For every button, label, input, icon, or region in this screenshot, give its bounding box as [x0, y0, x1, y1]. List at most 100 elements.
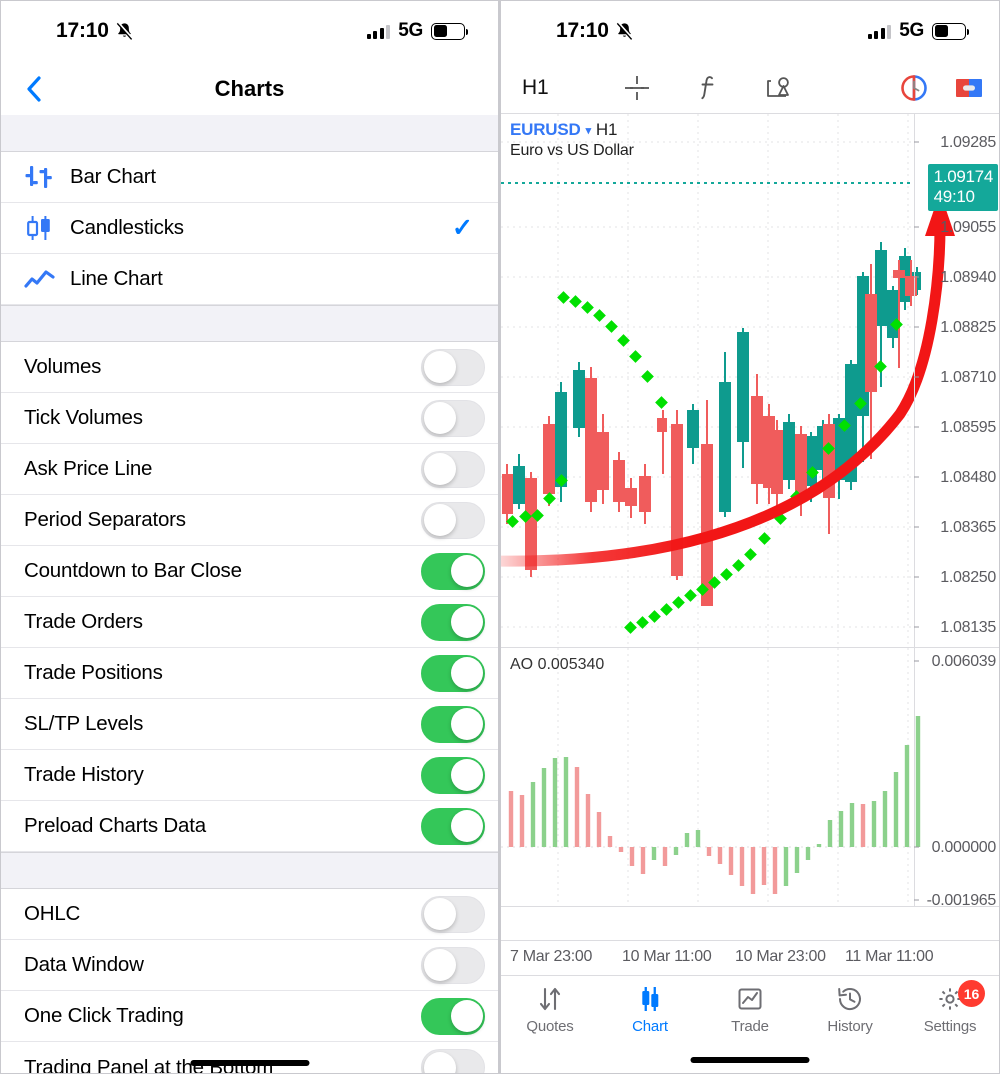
bottom-tab-bar: Quotes Chart	[500, 975, 1000, 1074]
time-tick-label: 10 Mar 23:00	[735, 948, 826, 965]
bar-close-countdown: 49:10	[933, 187, 975, 207]
row-trade-orders[interactable]: Trade Orders	[0, 597, 499, 648]
toggle-sltp-levels[interactable]	[421, 705, 485, 743]
tab-history[interactable]: History	[800, 984, 900, 1035]
row-sltp-levels[interactable]: SL/TP Levels	[0, 699, 499, 750]
section-gap-top	[0, 115, 499, 152]
row-trade-history[interactable]: Trade History	[0, 750, 499, 801]
tab-chart[interactable]: Chart	[600, 984, 700, 1035]
toggle-preload-charts-data[interactable]	[421, 807, 485, 845]
section-gap-2	[0, 852, 499, 889]
row-ask-price-line[interactable]: Ask Price Line	[0, 444, 499, 495]
chart-area[interactable]: EURUSD ▾ H1 Euro vs US Dollar 1.09285 1.…	[500, 114, 1000, 975]
row-ohlc[interactable]: OHLC	[0, 889, 499, 940]
cellular-signal-icon	[366, 24, 391, 39]
network-type-label: 5G	[398, 20, 423, 41]
toggle-trade-orders[interactable]	[421, 603, 485, 641]
bell-slash-icon	[616, 21, 633, 41]
toggle-one-click-trading[interactable]	[421, 997, 485, 1035]
toggle-data-window[interactable]	[421, 946, 485, 984]
row-preload-charts-data[interactable]: Preload Charts Data	[0, 801, 499, 852]
back-button[interactable]	[14, 69, 54, 109]
home-indicator-left	[190, 1060, 309, 1066]
row-label: Ask Price Line	[24, 457, 153, 480]
settings-list[interactable]: Bar Chart Candlesticks ✓	[0, 115, 499, 1074]
tab-label: Settings	[923, 1018, 977, 1035]
ao-tick-label: 0.006039	[931, 653, 997, 670]
toggle-ask-price-line[interactable]	[421, 450, 485, 488]
price-tick-label: 1.08480	[940, 469, 996, 486]
list-item-label: Bar Chart	[70, 165, 156, 188]
list-item-candlesticks[interactable]: Candlesticks ✓	[0, 203, 499, 254]
battery-icon	[932, 22, 969, 40]
toggle-countdown-to-bar-close[interactable]	[421, 552, 485, 590]
row-volumes[interactable]: Volumes	[0, 342, 499, 393]
list-item-bar-chart[interactable]: Bar Chart	[0, 152, 499, 203]
toggle-volumes[interactable]	[421, 348, 485, 386]
chart-toolbar: H1	[500, 62, 1000, 114]
price-tick-label: 1.09285	[940, 134, 996, 151]
status-time: 17:10	[556, 19, 609, 42]
status-bar-right: 17:10 5G	[500, 0, 1000, 62]
toggle-trade-positions[interactable]	[421, 654, 485, 692]
toggle-ohlc[interactable]	[421, 895, 485, 933]
function-f-icon[interactable]	[696, 73, 720, 103]
tab-trade[interactable]: Trade	[700, 984, 800, 1035]
row-label: Trade Positions	[24, 661, 163, 684]
ao-indicator-label: AO 0.005340	[510, 656, 605, 673]
candlestick-chart	[500, 114, 999, 648]
toggle-tick-volumes[interactable]	[421, 399, 485, 437]
objects-icon[interactable]	[764, 73, 794, 103]
row-label: SL/TP Levels	[24, 712, 144, 735]
toggle-trading-panel-bottom[interactable]	[421, 1049, 485, 1074]
tab-label: Chart	[632, 1018, 668, 1035]
network-type-label: 5G	[899, 20, 924, 41]
row-trading-panel-bottom[interactable]: Trading Panel at the Bottom	[0, 1042, 499, 1074]
right-phone-chart: 17:10 5G H1	[500, 0, 1000, 1074]
tab-settings[interactable]: Settings 16	[900, 980, 1000, 1035]
timeframe-button[interactable]: H1	[522, 75, 549, 99]
toolbar-right-group	[900, 74, 984, 102]
trade-clock-icon[interactable]	[900, 74, 928, 102]
new-order-icon[interactable]	[954, 76, 984, 100]
row-countdown-to-bar-close[interactable]: Countdown to Bar Close	[0, 546, 499, 597]
status-bar-right-group: 5G	[867, 20, 969, 42]
toggle-trade-history[interactable]	[421, 756, 485, 794]
ao-tick-label: -0.001965	[926, 892, 997, 909]
quotes-arrows-icon	[536, 984, 564, 1014]
ao-tick-label: 0.000000	[931, 839, 997, 856]
tab-label: History	[827, 1018, 873, 1035]
list-item-label: Candlesticks	[70, 216, 184, 239]
tab-quotes[interactable]: Quotes	[500, 984, 600, 1035]
toolbar-middle-group	[622, 73, 794, 103]
time-tick-label: 7 Mar 23:00	[510, 948, 593, 965]
section-gap-1	[0, 305, 499, 342]
row-label: Preload Charts Data	[24, 814, 206, 837]
row-label: Volumes	[24, 355, 102, 378]
row-period-separators[interactable]: Period Separators	[0, 495, 499, 546]
ao-indicator-pane[interactable]: AO 0.005340 0.006039 0.000000 -0.001965	[500, 648, 1000, 940]
row-data-window[interactable]: Data Window	[0, 940, 499, 991]
row-label: Trade History	[24, 763, 144, 786]
list-item-line-chart[interactable]: Line Chart	[0, 254, 499, 305]
annotation-arrow-head	[925, 192, 955, 236]
history-clock-icon	[836, 984, 864, 1014]
row-tick-volumes[interactable]: Tick Volumes	[0, 393, 499, 444]
row-label: One Click Trading	[24, 1004, 184, 1027]
row-trade-positions[interactable]: Trade Positions	[0, 648, 499, 699]
row-label: Data Window	[24, 953, 144, 976]
status-time: 17:10	[56, 19, 109, 42]
tab-label: Trade	[731, 1018, 769, 1035]
price-pane[interactable]: EURUSD ▾ H1 Euro vs US Dollar 1.09285 1.…	[500, 114, 1000, 648]
time-tick-label: 11 Mar 11:00	[845, 948, 934, 965]
current-price-value: 1.09174	[933, 167, 994, 186]
bar-chart-icon	[24, 164, 70, 190]
time-axis: 7 Mar 23:00 10 Mar 11:00 10 Mar 23:00 11…	[500, 940, 1000, 975]
price-tick-label: 1.08365	[940, 519, 996, 536]
crosshair-icon[interactable]	[622, 73, 652, 103]
gear-icon	[936, 984, 964, 1014]
toggle-period-separators[interactable]	[421, 501, 485, 539]
price-tick-label: 1.09055	[940, 219, 996, 236]
row-one-click-trading[interactable]: One Click Trading	[0, 991, 499, 1042]
